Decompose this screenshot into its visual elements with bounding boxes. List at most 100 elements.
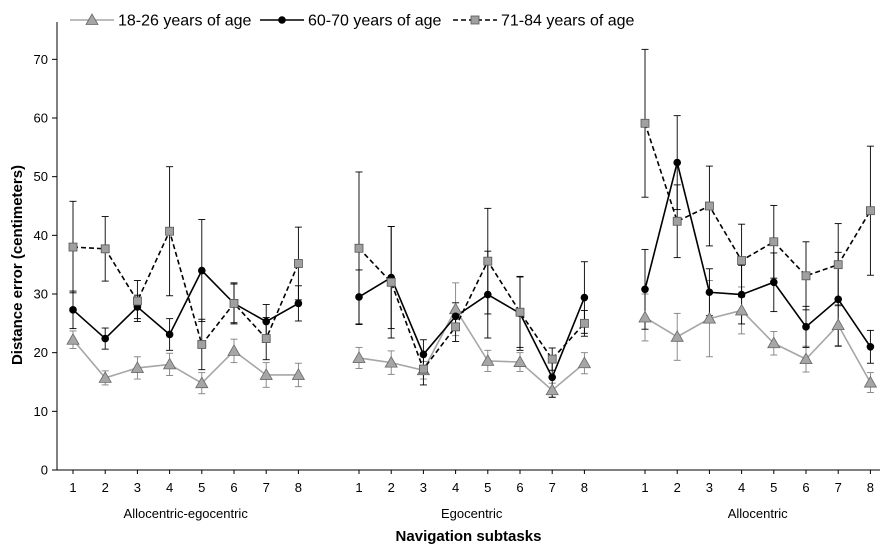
data-point — [198, 266, 206, 275]
x-tick-label: 6 — [230, 480, 237, 495]
x-tick-label: 7 — [549, 480, 556, 495]
data-point — [165, 226, 175, 236]
data-point — [484, 290, 492, 299]
data-point — [98, 371, 112, 383]
legend-label: 18-26 years of age — [118, 13, 252, 30]
x-tick-label: 1 — [641, 480, 648, 495]
data-point — [259, 368, 273, 380]
axes-layer — [52, 22, 880, 474]
data-point — [545, 383, 559, 396]
data-point — [293, 259, 303, 268]
x-tick-label: 4 — [166, 480, 173, 495]
data-point — [831, 318, 845, 330]
data-point — [702, 311, 717, 324]
data-point — [638, 310, 652, 323]
y-tick-label: 40 — [34, 228, 48, 243]
data-point — [580, 293, 589, 302]
y-tick-label: 70 — [34, 52, 48, 67]
group-label: Allocentric — [728, 506, 788, 521]
series-line — [72, 228, 300, 347]
data-point — [734, 303, 749, 316]
data-point — [769, 237, 779, 247]
series-line — [644, 162, 872, 348]
data-point — [195, 376, 209, 389]
data-point — [767, 336, 781, 349]
data-point — [100, 244, 110, 254]
group-label: Allocentric-egocentric — [124, 506, 249, 521]
markers-layer — [66, 118, 878, 396]
series-line — [644, 309, 872, 383]
data-point — [548, 373, 556, 382]
data-point — [130, 361, 145, 373]
data-point — [547, 354, 557, 364]
x-tick-label: 4 — [452, 480, 459, 495]
data-point — [580, 318, 589, 328]
legend-marker — [470, 15, 480, 25]
x-tick-label: 4 — [738, 480, 745, 495]
x-tick-label: 1 — [69, 480, 76, 495]
data-point — [670, 330, 684, 342]
x-tick-label: 7 — [263, 480, 270, 495]
data-point — [162, 357, 177, 370]
data-point — [640, 118, 650, 128]
data-point — [451, 322, 461, 332]
error-bars-layer — [69, 48, 874, 398]
y-tick-label: 0 — [41, 463, 48, 478]
series-line — [644, 123, 872, 277]
data-point — [834, 295, 842, 304]
y-tick-label: 10 — [34, 404, 48, 419]
x-tick-label: 3 — [134, 480, 141, 495]
series-line — [358, 307, 585, 392]
x-axis-title: Navigation subtasks — [396, 528, 542, 545]
y-tick-label: 50 — [34, 169, 48, 184]
x-tick-label: 2 — [388, 480, 395, 495]
y-tick-label: 30 — [34, 287, 48, 302]
data-point — [863, 375, 878, 388]
series-line — [358, 276, 586, 380]
data-point — [672, 216, 682, 226]
data-point — [101, 334, 109, 343]
data-point — [68, 242, 78, 252]
x-tick-label: 8 — [867, 480, 874, 495]
x-tick-label: 5 — [770, 480, 777, 495]
data-point — [291, 368, 306, 380]
x-tick-label: 8 — [581, 480, 588, 495]
y-tick-label: 60 — [34, 111, 48, 126]
y-axis-title: Distance error (centimeters) — [9, 165, 26, 365]
x-tick-label: 1 — [355, 480, 362, 495]
data-point — [705, 288, 714, 297]
data-point — [448, 302, 463, 315]
legend-label: 60-70 years of age — [308, 13, 442, 30]
y-tick-label: 20 — [34, 345, 48, 360]
data-point — [229, 298, 239, 308]
data-point — [866, 206, 875, 216]
data-point — [386, 277, 396, 287]
data-point — [419, 350, 428, 359]
data-point — [799, 352, 813, 365]
x-tick-label: 8 — [295, 480, 302, 495]
legend: 18-26 years of age 60-70 years of age 71-8… — [70, 13, 635, 30]
data-point — [515, 307, 525, 317]
legend-marker — [278, 16, 286, 24]
data-point — [770, 278, 778, 287]
x-tick-label: 5 — [198, 480, 205, 495]
data-point — [481, 354, 495, 366]
data-point — [641, 285, 649, 294]
data-point — [418, 364, 428, 374]
x-tick-label: 6 — [516, 480, 523, 495]
data-point — [866, 343, 875, 351]
legend-marker — [85, 13, 99, 25]
data-point — [384, 355, 398, 368]
series-lines-layer — [72, 123, 872, 392]
x-tick-label: 2 — [102, 480, 109, 495]
series-line — [72, 339, 299, 385]
data-point — [705, 201, 714, 211]
x-tick-label: 3 — [706, 480, 713, 495]
data-point — [483, 256, 493, 266]
x-tick-label: 3 — [420, 480, 427, 495]
labels-layer: 0 10 20 30 40 50 60 70 1 2 3 4 5 6 7 8 Allocentric-egoce… — [9, 52, 874, 545]
data-point — [577, 356, 592, 369]
data-point — [165, 330, 174, 339]
